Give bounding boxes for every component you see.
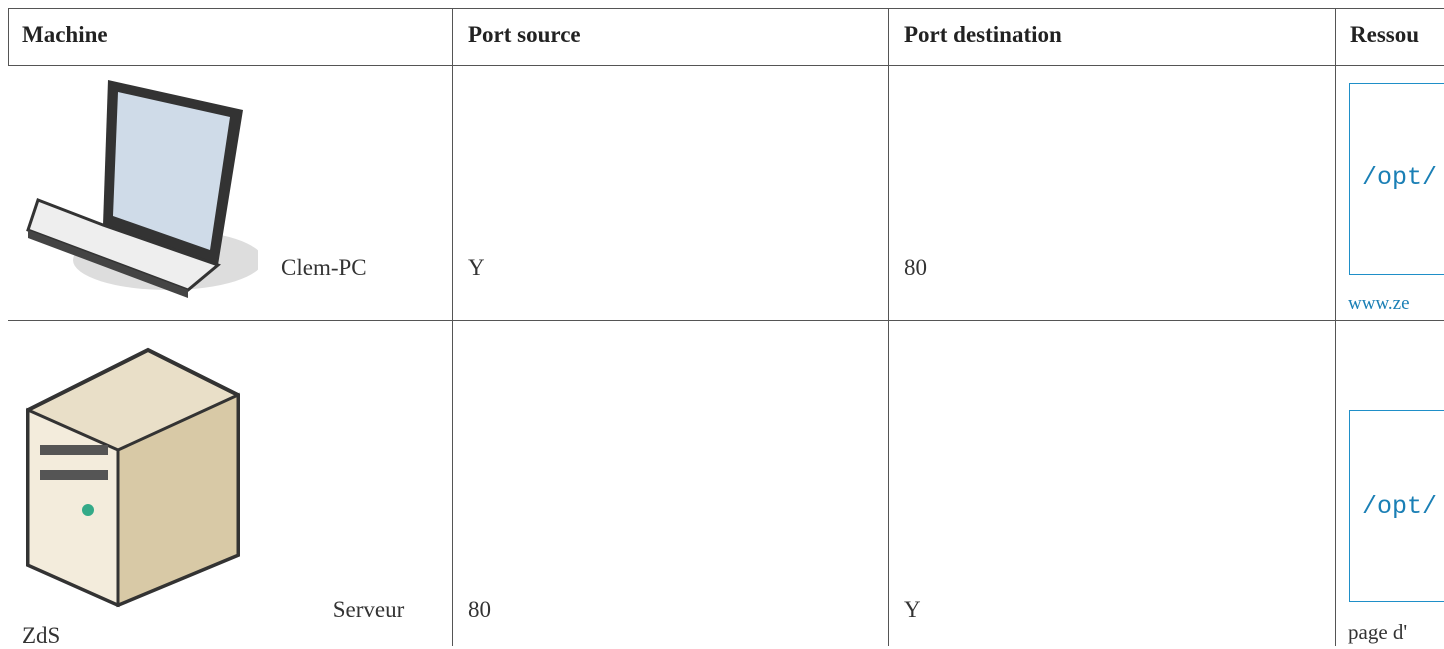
- laptop-icon: [26, 80, 258, 298]
- row-border: [8, 320, 1444, 321]
- header-border: [8, 65, 1444, 66]
- table-border: [8, 8, 1444, 9]
- server-icon: [26, 347, 240, 608]
- port-source: Y: [468, 255, 485, 280]
- machine-name: Clem-PC: [281, 255, 367, 280]
- column-header: Port source: [468, 22, 581, 47]
- column-header: Ressou: [1350, 22, 1420, 47]
- code-block: [1349, 410, 1444, 602]
- resource-path: /opt/: [1362, 492, 1438, 521]
- port-source: 80: [468, 597, 491, 622]
- code-block: [1349, 83, 1444, 275]
- machine-cell: Serveur ZdS: [22, 597, 437, 649]
- port-destination: Y: [904, 597, 921, 622]
- column-border: [888, 8, 889, 646]
- column-header: Port destination: [904, 22, 1062, 47]
- table-border: [8, 8, 9, 66]
- resource-link[interactable]: www.ze: [1348, 293, 1410, 314]
- column-header: Machine: [22, 22, 108, 47]
- resource-link: page d': [1348, 620, 1408, 644]
- resource-path: /opt/: [1362, 163, 1438, 192]
- column-border: [1335, 8, 1336, 646]
- port-destination: 80: [904, 255, 927, 280]
- machine-name: Serveur ZdS: [22, 597, 405, 648]
- column-border: [452, 8, 453, 646]
